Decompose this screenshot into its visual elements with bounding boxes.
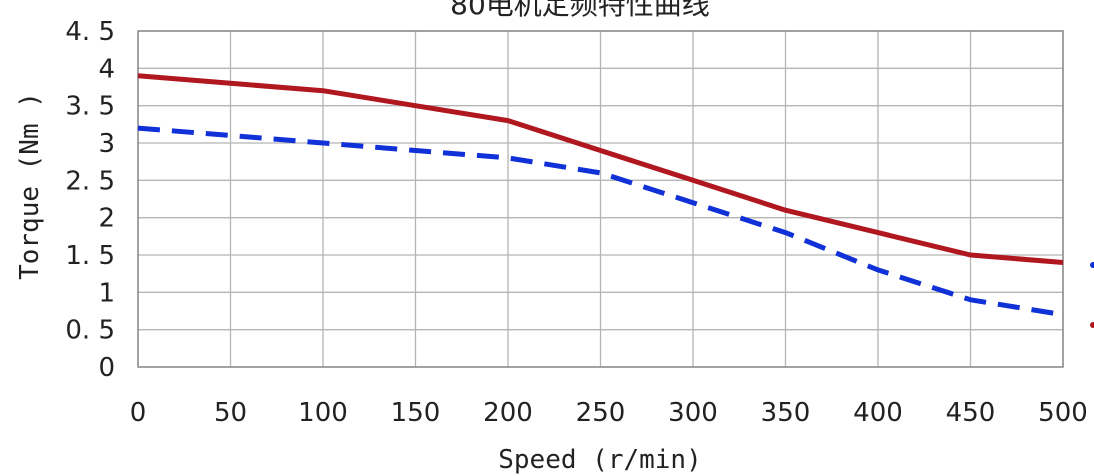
x-tick-label: 100: [298, 398, 348, 428]
y-tick-label: 3: [98, 129, 115, 159]
x-tick-label: 250: [576, 398, 626, 428]
chart-title: 80电机定频特性曲线: [450, 0, 710, 21]
series-lines: [137, 73, 1064, 318]
x-tick-label: 500: [1038, 398, 1088, 428]
x-tick-label: 350: [761, 398, 811, 428]
y-tick-label: 4. 5: [65, 17, 115, 47]
legend-marker: [1090, 262, 1094, 268]
y-tick-label: 0. 5: [65, 316, 115, 346]
x-tick-label: 50: [214, 398, 247, 428]
legend: [1090, 262, 1094, 328]
x-tick-label: 0: [130, 398, 147, 428]
y-tick-label: 1: [98, 278, 115, 308]
series-line-2: [137, 125, 1064, 318]
y-tick-label: 1. 5: [65, 241, 115, 271]
x-tick-label: 200: [483, 398, 533, 428]
y-tick-label: 3. 5: [65, 92, 115, 122]
legend-marker: [1090, 322, 1094, 328]
y-axis-title: Torque (Nm ): [15, 92, 45, 280]
x-tick-label: 300: [668, 398, 718, 428]
y-tick-label: 0: [98, 353, 115, 383]
x-tick-label: 150: [391, 398, 441, 428]
x-axis-title: Speed (r/min): [498, 445, 702, 475]
x-axis-ticks: 0 50 100 150 200 250 300 350 400 450 500: [130, 398, 1088, 428]
grid: [137, 30, 1064, 368]
y-tick-label: 4: [98, 54, 115, 84]
x-tick-label: 450: [946, 398, 996, 428]
plot-area: [137, 30, 1064, 368]
y-tick-label: 2. 5: [65, 166, 115, 196]
y-axis-ticks: 0 0. 5 1 1. 5 2 2. 5 3 3. 5 4 4. 5: [65, 17, 115, 383]
y-tick-label: 2: [98, 204, 115, 234]
x-tick-label: 400: [853, 398, 903, 428]
